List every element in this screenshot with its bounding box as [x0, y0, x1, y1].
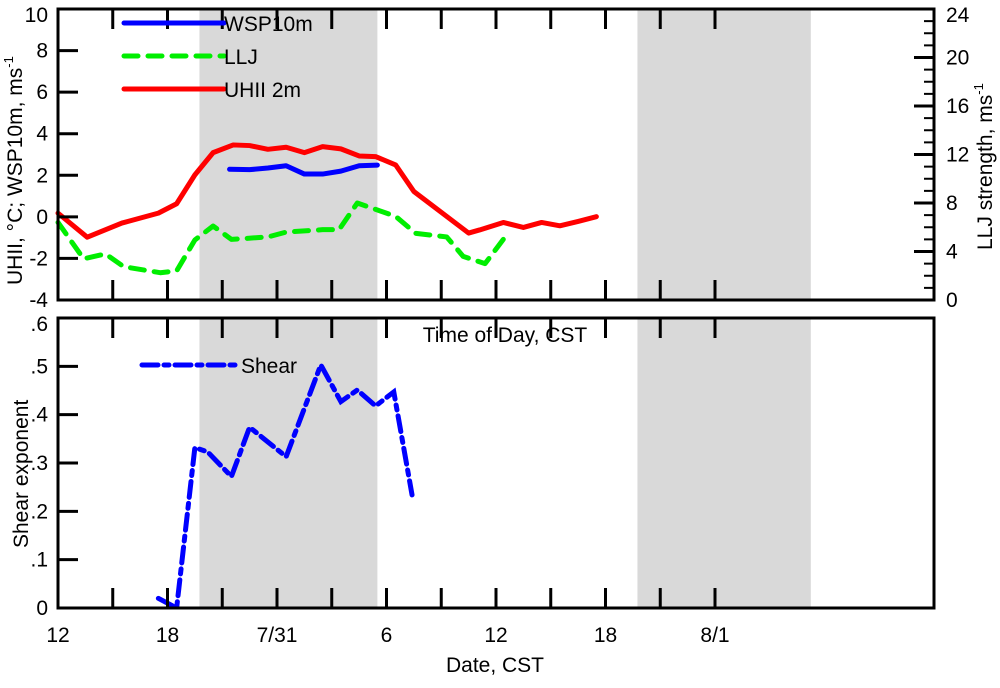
y-tick-label: .4 — [30, 404, 48, 427]
legend-label: LLJ — [224, 46, 258, 69]
y2-tick-label: 24 — [946, 4, 970, 27]
y-tick-label: -2 — [29, 247, 48, 270]
bottom-x-axis-label: Date, CST — [446, 654, 544, 677]
legend-label: UHII 2m — [224, 79, 301, 102]
legend-label: Shear — [241, 355, 297, 378]
top-x-axis-label: Time of Day, CST — [423, 324, 588, 347]
y-tick-label: 0 — [36, 206, 48, 229]
x-tick-label: 6 — [381, 624, 393, 647]
y-tick-label: .6 — [30, 313, 48, 336]
y2-tick-label: 12 — [946, 144, 969, 167]
y-tick-label: .5 — [30, 355, 48, 378]
y2-tick-label: 20 — [946, 47, 969, 70]
y-tick-label: 0 — [36, 597, 48, 620]
x-tick-label: 12 — [484, 624, 507, 647]
x-tick-label: 8/1 — [700, 624, 729, 647]
x-tick-label: 18 — [594, 624, 617, 647]
y-tick-label: 6 — [36, 81, 48, 104]
y2-tick-label: 16 — [946, 95, 969, 118]
x-tick-label: 12 — [46, 624, 69, 647]
x-tick-label: 18 — [156, 624, 179, 647]
y2-tick-label: 8 — [946, 192, 958, 215]
night-shade-top-1 — [637, 9, 810, 300]
y-tick-label: 4 — [36, 123, 48, 146]
y-tick-label: 2 — [36, 164, 48, 187]
y-tick-label: .2 — [30, 500, 48, 523]
y-tick-label: 10 — [25, 4, 48, 27]
y-tick-label: -4 — [29, 289, 48, 312]
y-tick-label: .3 — [30, 452, 48, 475]
bottom-y-axis-label: Shear exponent — [10, 400, 33, 548]
y-tick-label: .1 — [30, 549, 48, 572]
y-tick-label: 8 — [36, 40, 48, 63]
legend-label: WSP10m — [224, 13, 313, 36]
x-tick-label: 7/31 — [257, 624, 298, 647]
right-y-axis-label: LLJ strength, ms-1 — [971, 83, 997, 250]
night-shade-bottom-1 — [637, 318, 810, 608]
y2-tick-label: 0 — [946, 289, 958, 312]
top-y-axis-label: UHII, °C; WSP10m, ms-1 — [1, 56, 27, 285]
y2-tick-label: 4 — [946, 241, 958, 264]
